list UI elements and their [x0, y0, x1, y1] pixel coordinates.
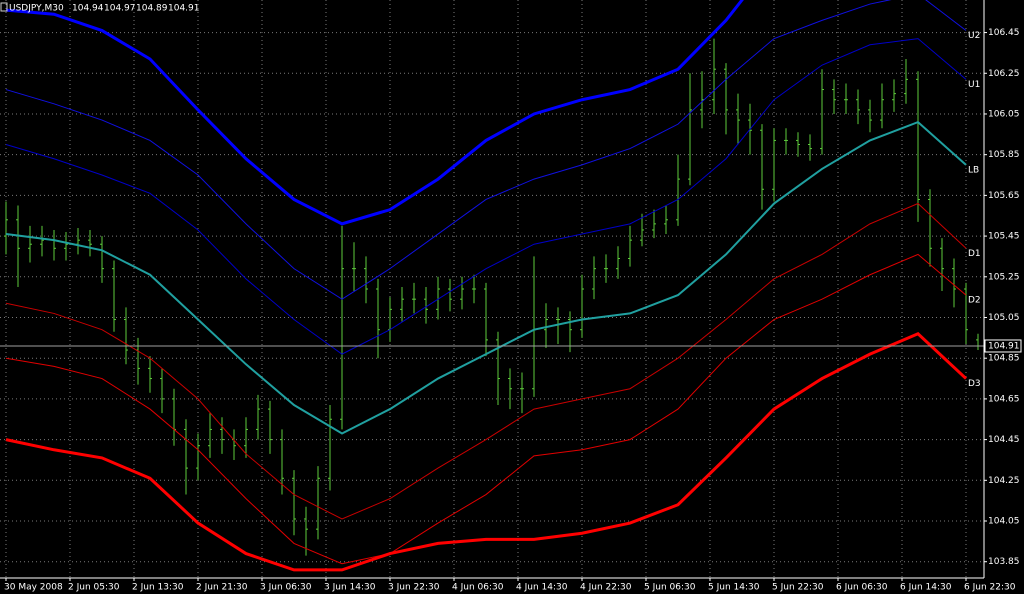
y-tick-label: 105.45: [988, 232, 1020, 242]
x-tick-label: 5 Jun 06:30: [644, 583, 696, 593]
y-tick-label: 104.85: [988, 354, 1020, 364]
x-tick-label: 4 Jun 22:30: [580, 583, 632, 593]
x-tick-label: 4 Jun 14:30: [516, 583, 568, 593]
x-tick-label: 5 Jun 14:30: [708, 583, 760, 593]
y-tick-label: 103.85: [988, 557, 1020, 567]
x-tick-label: 5 Jun 22:30: [772, 583, 824, 593]
band-line: [5, 202, 967, 520]
band-line: [5, 38, 967, 355]
band-label: D3: [968, 379, 981, 389]
header-close: 104.91: [168, 4, 200, 14]
band-line: [5, 332, 968, 572]
x-tick-label: 2 Jun 05:30: [68, 583, 120, 593]
band-line: [5, 253, 967, 565]
x-tick-label: 3 Jun 06:30: [260, 583, 312, 593]
y-tick-label: 104.25: [988, 476, 1020, 486]
price-label: 104.91: [988, 341, 1020, 351]
y-tick-label: 104.65: [988, 394, 1020, 404]
y-tick-label: 104.45: [988, 435, 1020, 445]
x-tick-label: 6 Jun 14:30: [900, 583, 952, 593]
x-tick-label: 3 Jun 14:30: [324, 583, 376, 593]
symbol: USDJPY,M30: [9, 4, 64, 14]
y-tick-label: 106.05: [988, 109, 1020, 119]
y-tick-label: 104.05: [988, 517, 1020, 527]
x-tick-label: 3 Jun 22:30: [388, 583, 440, 593]
band-line: [5, 0, 744, 226]
band-line: [5, 120, 967, 435]
x-tick-label: 4 Jun 06:30: [452, 583, 504, 593]
band-label: D2: [968, 296, 981, 306]
x-tick-label: 2 Jun 21:30: [196, 583, 248, 593]
plot-area: [0, 0, 984, 572]
y-tick-label: 105.65: [988, 191, 1020, 201]
x-tick-label: 30 May 2008: [4, 583, 63, 593]
x-tick-label: 6 Jun 06:30: [836, 583, 888, 593]
labels: 106.45 106.25 106.05 105.85 105.65 105.45 105.…: [4, 28, 1022, 593]
header-low: 104.89: [136, 4, 168, 14]
band-label: D1: [968, 249, 981, 259]
y-tick-label: 106.25: [988, 69, 1020, 79]
band-label: LB: [968, 165, 979, 175]
y-tick-label: 106.45: [988, 28, 1020, 38]
band-label: U2: [968, 31, 980, 41]
band-line: [5, 0, 967, 300]
y-tick-label: 105.85: [988, 150, 1020, 160]
header-high: 104.97: [104, 4, 136, 14]
y-tick-label: 105.25: [988, 272, 1020, 282]
x-tick-label: 2 Jun 13:30: [132, 583, 184, 593]
header-open: 104.94: [72, 4, 104, 14]
price-box: [984, 339, 1022, 353]
x-tick-label: 6 Jun 22:30: [964, 583, 1016, 593]
band-label: U1: [968, 80, 980, 90]
y-tick-label: 105.05: [988, 313, 1020, 323]
header-icon: [0, 2, 8, 12]
